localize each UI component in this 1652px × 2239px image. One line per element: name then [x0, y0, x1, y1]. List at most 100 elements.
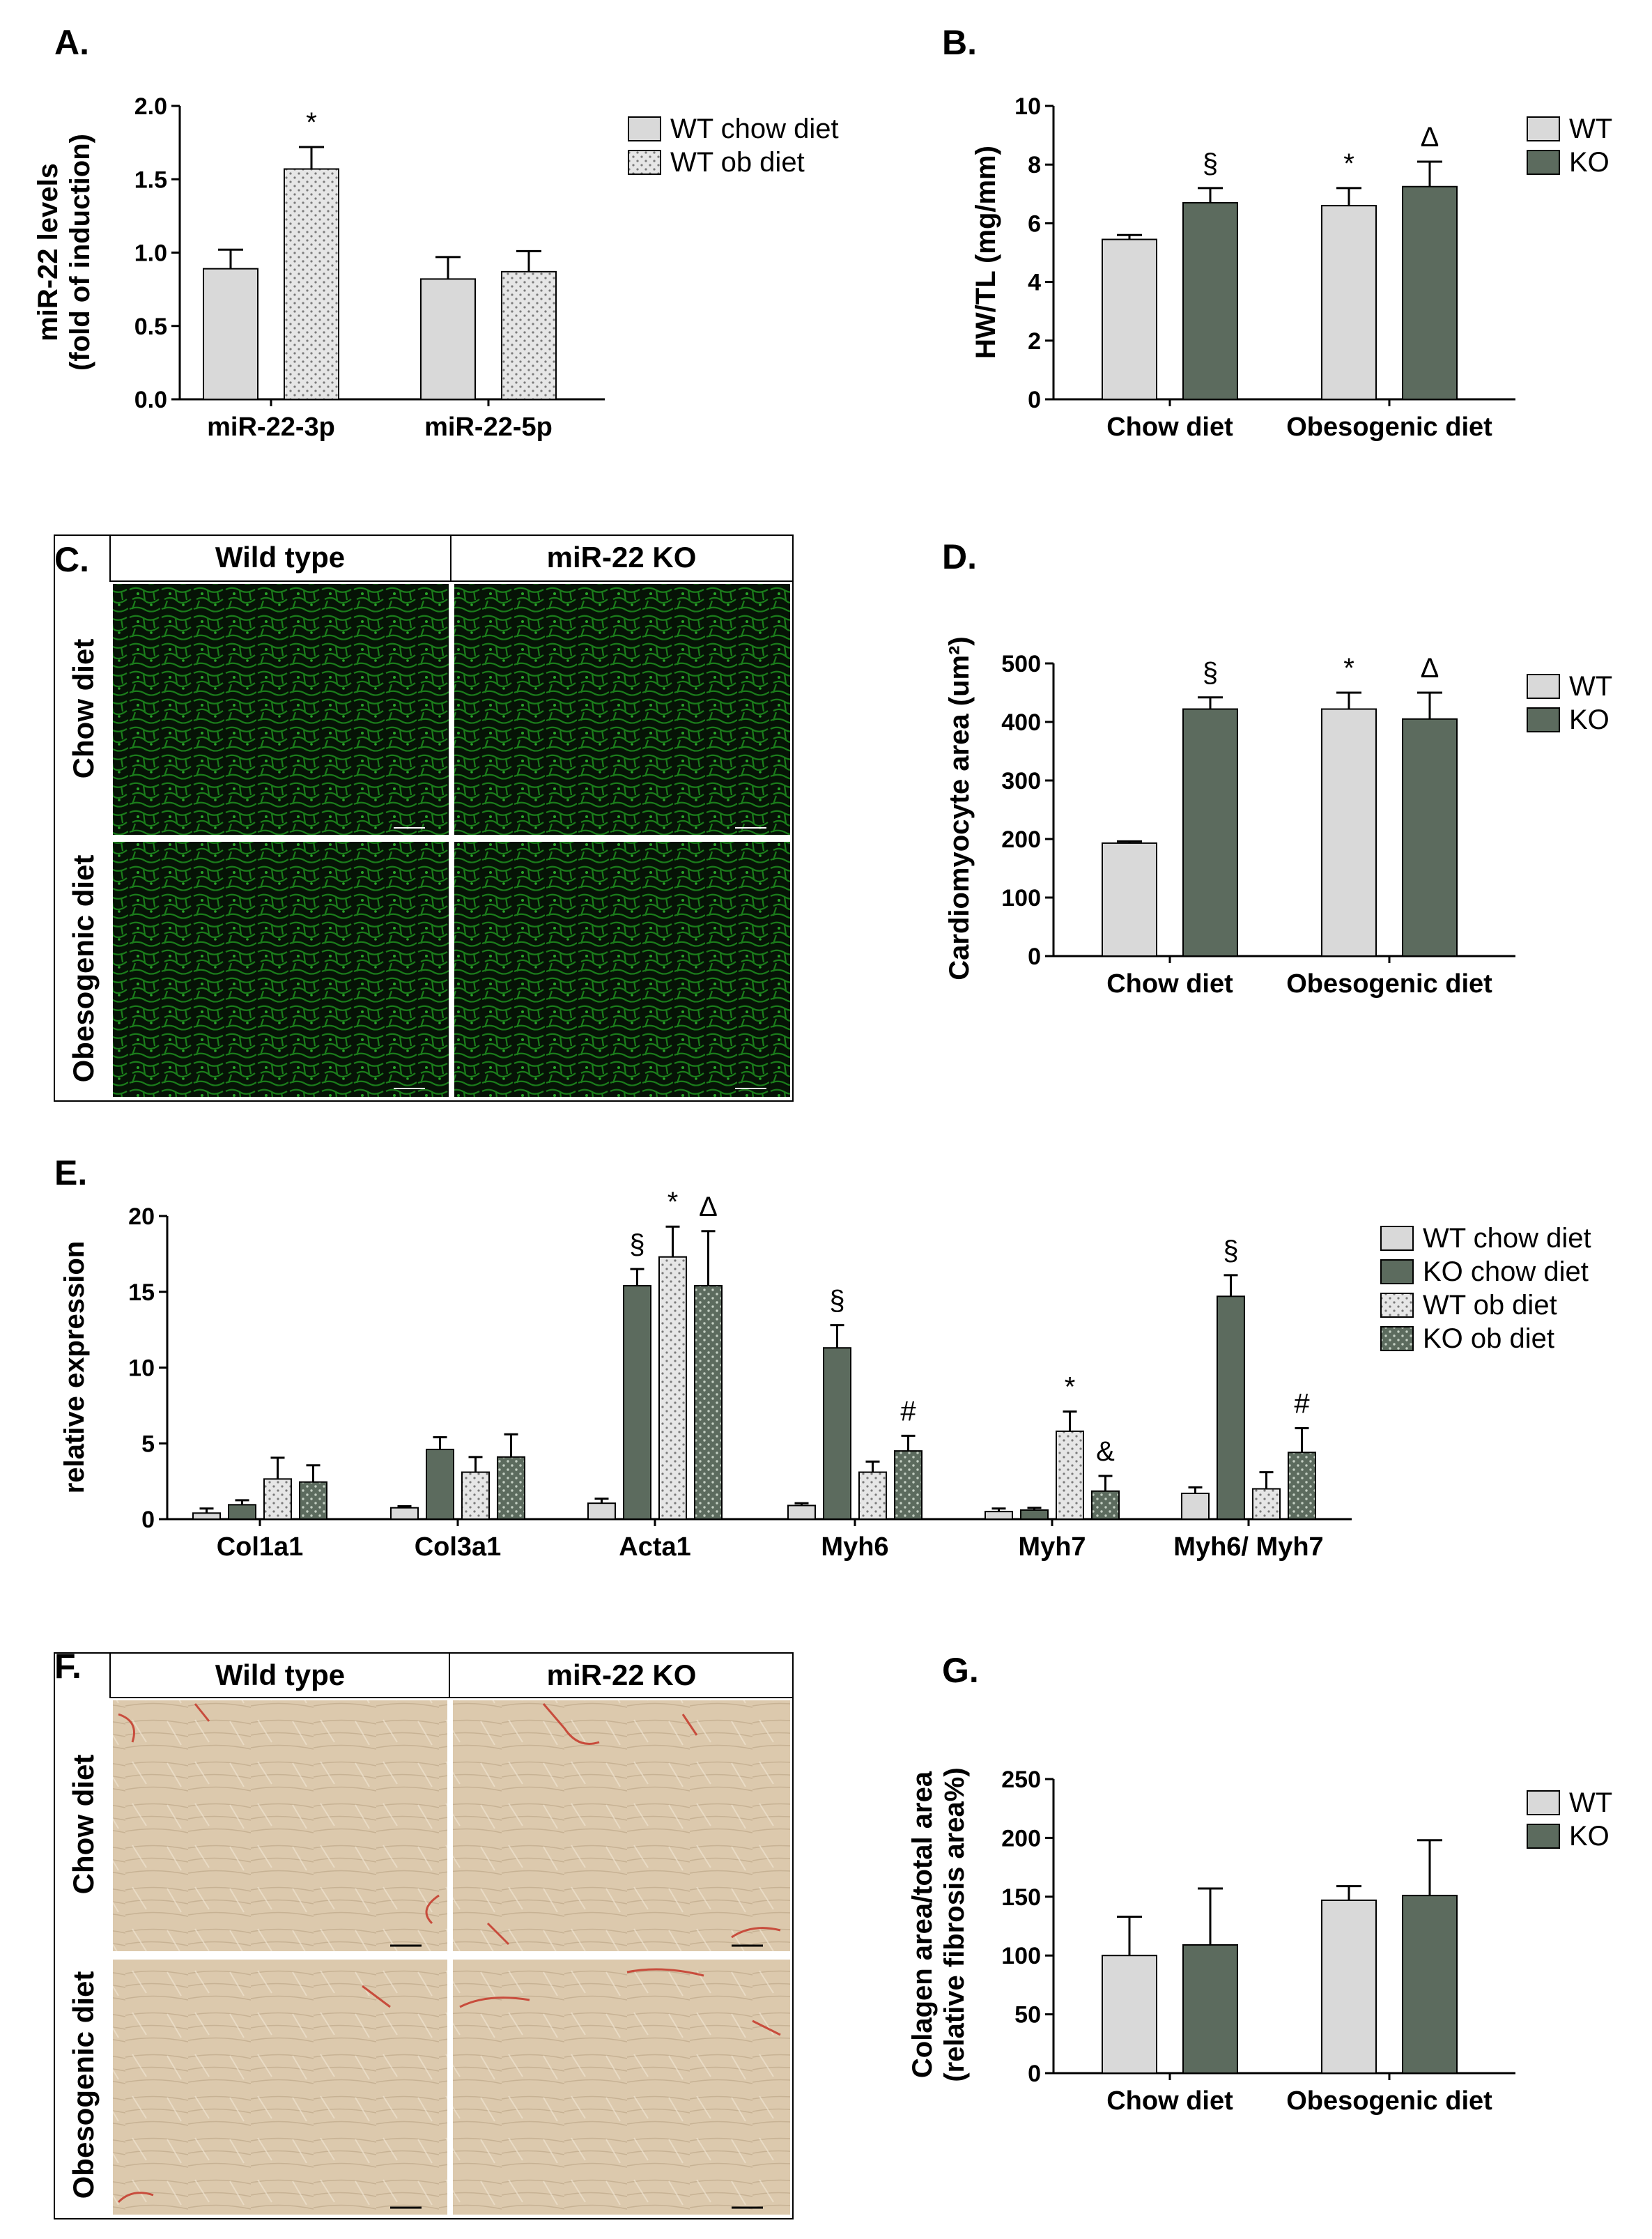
- y-tick-label: 400: [1001, 709, 1041, 736]
- micrograph-f-wt-chow: [113, 1700, 447, 1951]
- panel-f-histology: F. Wild type miR-22 KO Chow diet Obesoge…: [54, 1647, 794, 2219]
- bar: [1056, 1430, 1084, 1521]
- panel-f-col-header-box-1: [109, 1652, 450, 1698]
- y-axis-label: Cardiomyocyte area (um²): [944, 636, 975, 980]
- panel-c-col-header-box-2: [450, 534, 794, 582]
- bar: [192, 1512, 221, 1521]
- legend-swatch: [1527, 1790, 1560, 1815]
- y-tick-label: 0: [1028, 387, 1041, 413]
- panel-b: B. 0 2 4 6 8 10 HW/TL (mg/mm) Chow diet Obesogen…: [942, 23, 1612, 442]
- significance-marker: #: [1294, 1389, 1310, 1419]
- bar: [501, 270, 557, 400]
- x-tick-label: miR-22-3p: [207, 413, 335, 442]
- bar: [426, 1448, 454, 1520]
- x-tick-label: miR-22-5p: [424, 413, 553, 442]
- panel-b-letter: B.: [942, 23, 977, 62]
- x-tick-label: Acta1: [619, 1532, 691, 1562]
- legend-swatch: [1527, 150, 1560, 175]
- y-axis-label: HW/TL (mg/mm): [971, 146, 1001, 359]
- y-axis-label: Colagen area/total area(relative fibrosi…: [907, 1767, 970, 2082]
- significance-marker: *: [1343, 148, 1354, 179]
- legend-label: KO: [1569, 1821, 1609, 1852]
- y-tick-label: 500: [1001, 651, 1041, 677]
- x-tick-label: Chow diet: [1106, 2086, 1233, 2116]
- bar: [420, 278, 476, 401]
- panel-c-col-header-box-1: [109, 534, 451, 582]
- panel-f-row-header-chow: Chow diet: [67, 1755, 100, 1895]
- panel-c-letter: C.: [54, 540, 89, 579]
- legend-swatch: [1380, 1293, 1414, 1318]
- y-tick-label: 200: [1001, 826, 1041, 853]
- legend-label: WT chow diet: [1423, 1223, 1591, 1254]
- bar: [623, 1285, 651, 1521]
- panel-g-letter: G.: [942, 1651, 979, 1690]
- panel-c-row-header-chow: Chow diet: [67, 639, 100, 779]
- bar: [1217, 1295, 1245, 1521]
- x-tick-label: Obesogenic diet: [1286, 2086, 1492, 2116]
- y-tick-label: 0.0: [134, 387, 167, 413]
- y-tick-label: 100: [1001, 885, 1041, 911]
- x-tick-label: Obesogenic diet: [1286, 969, 1492, 999]
- panel-g: G. 0 50 100 150 200 250 Colagen area/total are…: [907, 1651, 1612, 2116]
- chart-d: 0 100 200 300 400 500 Cardiomyocyte area (um²)…: [944, 636, 1612, 999]
- y-tick-label: 15: [128, 1279, 155, 1306]
- micrograph-f-ko-ob: [453, 1960, 790, 2215]
- y-tick-label: 0: [141, 1507, 155, 1533]
- legend-label: WT: [1569, 1787, 1612, 1818]
- x-tick-label: Myh7: [1018, 1532, 1086, 1562]
- y-tick-label: 1.5: [134, 167, 167, 193]
- micrograph-c-wt-chow: [113, 584, 449, 835]
- collagen-stain-traces: [117, 1703, 781, 2203]
- y-tick-label: 8: [1028, 152, 1041, 178]
- y-axis-label: relative expression: [59, 1241, 90, 1493]
- legend-label: KO ob diet: [1423, 1323, 1554, 1354]
- legend-label: WT ob diet: [1423, 1290, 1557, 1321]
- x-tick-label: Obesogenic diet: [1286, 413, 1492, 442]
- y-tick-label: 4: [1028, 270, 1041, 296]
- y-tick-label: 1.0: [134, 240, 167, 267]
- panel-f-col-header-ko: miR-22 KO: [547, 1659, 697, 1691]
- significance-marker: §: [629, 1229, 644, 1260]
- legend-swatch: [628, 116, 661, 141]
- bar: [985, 1511, 1013, 1520]
- panel-a-letter: A.: [54, 23, 89, 62]
- y-tick-label: 50: [1014, 2002, 1041, 2029]
- panel-e: E. 0 5 10 15 20 relative expression Col1a1 Col3…: [54, 1153, 1591, 1562]
- chart-a: 0.0 0.5 1.0 1.5 2.0 miR-22 levels(fold of ind…: [33, 93, 839, 442]
- significance-marker: *: [1065, 1372, 1076, 1403]
- y-tick-label: 0.5: [134, 314, 167, 340]
- bar: [497, 1456, 525, 1520]
- legend-label: KO chow diet: [1423, 1256, 1589, 1287]
- significance-marker: &: [1096, 1436, 1115, 1467]
- panel-a: A. 0.0 0.5 1.0 1.5 2.0 miR-22 levels(fold of …: [33, 23, 839, 442]
- bar: [263, 1478, 292, 1521]
- bar: [587, 1502, 616, 1521]
- legend-label: WT: [1569, 114, 1612, 144]
- bar: [658, 1256, 687, 1520]
- bar: [1402, 718, 1458, 957]
- legend-swatch: [1380, 1326, 1414, 1351]
- significance-marker: §: [1223, 1236, 1238, 1266]
- bar: [461, 1471, 490, 1520]
- panel-f-row-header-obesogenic: Obesogenic diet: [67, 1971, 100, 2199]
- bar: [1321, 205, 1377, 400]
- bar: [390, 1507, 419, 1520]
- significance-marker: Δ: [1421, 122, 1439, 153]
- micrograph-c-ko-chow: [454, 584, 790, 835]
- y-tick-label: 300: [1001, 768, 1041, 794]
- bar: [228, 1504, 256, 1520]
- micrograph-c-ko-ob: [454, 842, 790, 1097]
- bar: [787, 1505, 816, 1521]
- bar: [1181, 1493, 1210, 1520]
- legend-swatch: [1527, 674, 1560, 699]
- legend-swatch: [1380, 1226, 1414, 1251]
- bar: [694, 1285, 723, 1521]
- y-tick-label: 2.0: [134, 93, 167, 120]
- bar: [1182, 708, 1238, 957]
- bar: [894, 1450, 923, 1520]
- bar: [1102, 842, 1157, 957]
- x-tick-label: Col1a1: [217, 1532, 304, 1562]
- x-tick-label: Col3a1: [415, 1532, 502, 1562]
- bar: [1102, 238, 1157, 400]
